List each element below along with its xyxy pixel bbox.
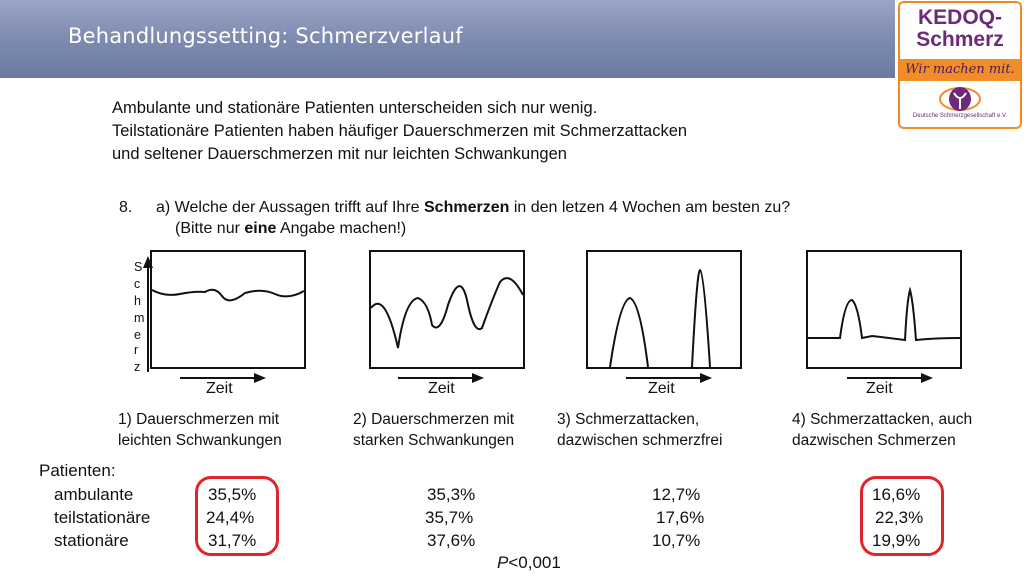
x-axis-label: Zeit — [648, 380, 675, 397]
value-cell: 22,3% — [875, 508, 924, 527]
logo-society-name: Deutsche Schmerzgesellschaft e.V. — [912, 113, 1008, 119]
summary-line: und seltener Dauerschmerzen mit nur leic… — [112, 145, 567, 163]
time-arrow-icon — [398, 373, 484, 383]
x-axis-label: Zeit — [206, 380, 233, 397]
value-cell: 19,9% — [872, 531, 921, 550]
title-bar: Behandlungssetting: Schmerzverlauf — [0, 0, 895, 78]
question-number: 8. — [119, 199, 133, 216]
value-cell: 17,6% — [656, 508, 705, 527]
option-caption-4: 4) Schmerzattacken, auch dazwischen Schme… — [792, 411, 973, 449]
value-cell: 35,7% — [425, 508, 474, 527]
kedoq-logo: KEDOQ- Schmerz Wir machen mit. Deutsche … — [896, 0, 1024, 129]
summary-line: Ambulante und stationäre Patienten unter… — [112, 99, 598, 117]
patients-label: Patienten: — [39, 461, 116, 480]
option-caption-2: 2) Dauerschmerzen mit starken Schwankunge… — [353, 411, 515, 449]
time-arrow-icon — [626, 373, 712, 383]
logo-line2: Schmerz — [916, 28, 1004, 51]
curve-strong-fluctuations — [370, 277, 524, 349]
value-cell: 35,5% — [208, 485, 257, 504]
logo-slogan: Wir machen mit. — [900, 59, 1020, 81]
row-label-teilstationaere: teilstationäre — [54, 508, 151, 527]
time-arrow-icon — [180, 373, 266, 383]
value-cell: 12,7% — [652, 485, 701, 504]
row-label-ambulante: ambulante — [54, 485, 134, 504]
x-axis-label: Zeit — [866, 380, 893, 397]
value-cell: 37,6% — [427, 531, 476, 550]
logo-line1: KEDOQ- — [918, 6, 1002, 29]
curve-attacks-pain-free — [609, 268, 711, 368]
value-cell: 10,7% — [652, 531, 701, 550]
p-value: P<0,001 — [497, 553, 561, 572]
question-instruction: (Bitte nur eine Angabe machen!) — [175, 220, 407, 237]
highlight-column-1 — [195, 476, 279, 556]
value-cell: 35,3% — [427, 485, 476, 504]
curve-attacks-with-pain — [807, 286, 961, 342]
pattern-box-4 — [806, 250, 962, 369]
x-axis-label: Zeit — [428, 380, 455, 397]
question-text: a) Welche der Aussagen trifft auf Ihre S… — [156, 199, 791, 216]
value-cell: 16,6% — [872, 485, 921, 504]
curve-slight-fluctuations — [151, 288, 305, 302]
value-cell: 24,4% — [206, 508, 255, 527]
highlight-column-4 — [860, 476, 944, 556]
pattern-box-1 — [150, 250, 306, 369]
pattern-box-2 — [369, 250, 525, 369]
pattern-box-3 — [586, 250, 742, 369]
row-label-stationaere: stationäre — [54, 531, 129, 550]
society-emblem-icon — [939, 87, 981, 111]
summary-text: Ambulante und stationäre Patienten unter… — [112, 97, 687, 166]
option-caption-1: 1) Dauerschmerzen mit leichten Schwankung… — [118, 411, 282, 449]
slide-title: Behandlungssetting: Schmerzverlauf — [68, 24, 463, 48]
logo-frame: KEDOQ- Schmerz Wir machen mit. Deutsche … — [898, 1, 1022, 129]
option-caption-3: 3) Schmerzattacken, dazwischen schmerzfre… — [557, 411, 723, 449]
summary-line: Teilstationäre Patienten haben häufiger … — [112, 122, 688, 140]
time-arrow-icon — [847, 373, 933, 383]
value-cell: 31,7% — [208, 531, 257, 550]
